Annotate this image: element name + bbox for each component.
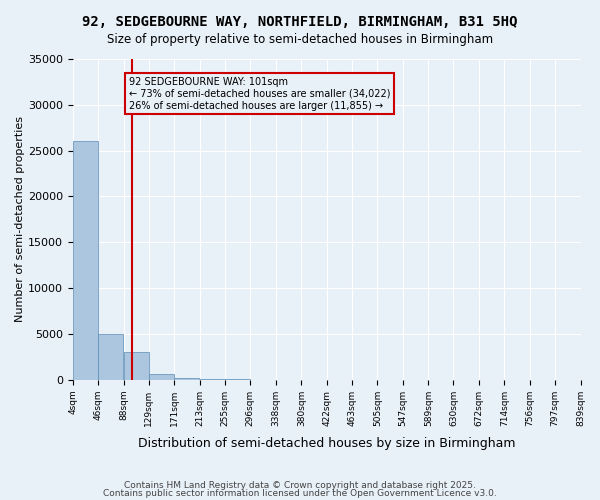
Y-axis label: Number of semi-detached properties: Number of semi-detached properties — [15, 116, 25, 322]
Bar — [124, 352, 149, 380]
Text: 92 SEDGEBOURNE WAY: 101sqm
← 73% of semi-detached houses are smaller (34,022)
26: 92 SEDGEBOURNE WAY: 101sqm ← 73% of semi… — [128, 78, 390, 110]
X-axis label: Distribution of semi-detached houses by size in Birmingham: Distribution of semi-detached houses by … — [138, 437, 515, 450]
Text: Contains HM Land Registry data © Crown copyright and database right 2025.: Contains HM Land Registry data © Crown c… — [124, 481, 476, 490]
Bar — [200, 379, 224, 380]
Bar — [98, 334, 123, 380]
Text: 92, SEDGEBOURNE WAY, NORTHFIELD, BIRMINGHAM, B31 5HQ: 92, SEDGEBOURNE WAY, NORTHFIELD, BIRMING… — [82, 15, 518, 29]
Bar — [73, 142, 98, 380]
Text: Contains public sector information licensed under the Open Government Licence v3: Contains public sector information licen… — [103, 488, 497, 498]
Text: Size of property relative to semi-detached houses in Birmingham: Size of property relative to semi-detach… — [107, 32, 493, 46]
Bar — [149, 374, 173, 380]
Bar — [174, 378, 199, 380]
